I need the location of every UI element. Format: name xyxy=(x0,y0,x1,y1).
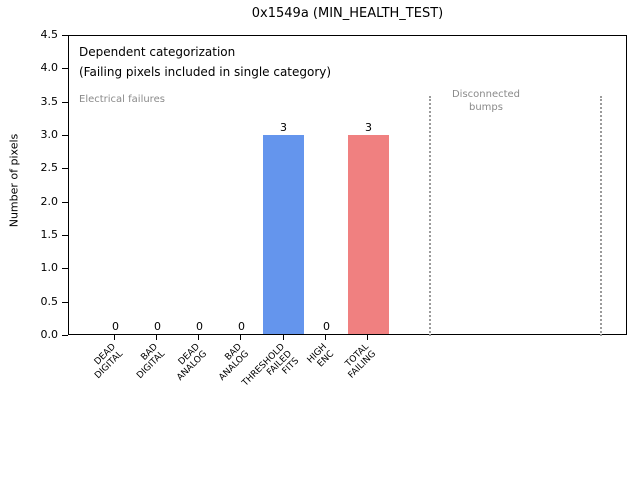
bar-value-label: 0 xyxy=(154,320,161,333)
y-tick-label: 3.5 xyxy=(40,95,59,108)
y-tick-label: 2.0 xyxy=(40,195,59,208)
bar-value-label: 0 xyxy=(323,320,330,333)
y-tick-mark xyxy=(62,202,68,203)
y-tick-label: 2.5 xyxy=(40,161,59,174)
bar-threshold-failed-fits xyxy=(263,135,304,334)
y-tick-label: 0.0 xyxy=(40,328,59,341)
dotted-divider-line xyxy=(600,96,602,336)
bar-column-dead-digital: 0 xyxy=(95,320,136,334)
annotation-dependent-line1: Dependent categorization xyxy=(79,45,236,59)
dotted-divider-line xyxy=(429,96,431,336)
bar-total-failing xyxy=(348,135,389,334)
y-tick-label: 0.5 xyxy=(40,295,59,308)
x-tick-mark xyxy=(240,335,241,340)
annotation-electrical-failures: Electrical failures xyxy=(79,94,165,105)
bar-column-total-failing: 3 xyxy=(348,121,389,334)
y-tick-mark xyxy=(62,102,68,103)
x-tick-mark xyxy=(156,335,157,340)
bar-column-threshold-failed-fits: 3 xyxy=(263,121,304,334)
y-tick-mark xyxy=(62,235,68,236)
x-tick-mark xyxy=(283,335,284,340)
bar-column-bad-digital: 0 xyxy=(137,320,178,334)
bar-column-bad-analog: 0 xyxy=(221,320,262,334)
y-tick-label: 3.0 xyxy=(40,128,59,141)
bar-column-high-enc: 0 xyxy=(306,320,347,334)
y-tick-mark xyxy=(62,68,68,69)
y-tick-mark xyxy=(62,268,68,269)
annotation-disconnected-line2: bumps xyxy=(469,102,503,113)
y-tick-label: 1.0 xyxy=(40,261,59,274)
y-tick-label: 4.5 xyxy=(40,28,59,41)
y-axis-label: Number of pixels xyxy=(7,133,21,228)
bar-value-label: 0 xyxy=(196,320,203,333)
y-tick-mark xyxy=(62,168,68,169)
bar-column-dead-analog: 0 xyxy=(179,320,220,334)
annotation-disconnected-bumps: Disconnected bumps xyxy=(426,88,546,114)
y-tick-mark xyxy=(62,335,68,336)
x-tick-mark xyxy=(198,335,199,340)
y-tick-label: 1.5 xyxy=(40,228,59,241)
x-tick-mark xyxy=(367,335,368,340)
bar-value-label: 0 xyxy=(112,320,119,333)
bar-value-label: 3 xyxy=(365,121,372,134)
annotation-dependent-line2: (Failing pixels included in single categ… xyxy=(79,65,332,79)
plot-area: Dependent categorization (Failing pixels… xyxy=(68,35,627,336)
y-tick-mark xyxy=(62,302,68,303)
annotation-disconnected-line1: Disconnected xyxy=(451,89,521,100)
y-tick-label: 4.0 xyxy=(40,61,59,74)
y-tick-mark xyxy=(62,135,68,136)
bar-value-label: 3 xyxy=(280,121,287,134)
chart-title: 0x1549a (MIN_HEALTH_TEST) xyxy=(251,6,444,21)
y-tick-mark xyxy=(62,35,68,36)
x-tick-mark xyxy=(325,335,326,340)
x-tick-mark xyxy=(114,335,115,340)
bar-value-label: 0 xyxy=(238,320,245,333)
